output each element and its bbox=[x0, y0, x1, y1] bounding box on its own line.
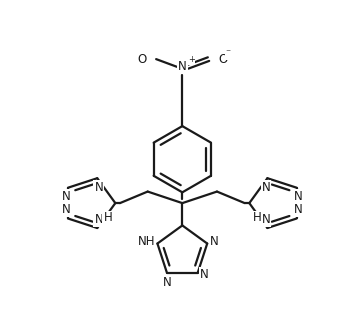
Text: ⁻: ⁻ bbox=[225, 49, 230, 59]
Text: O: O bbox=[137, 53, 146, 66]
Text: N: N bbox=[94, 213, 103, 226]
Text: N: N bbox=[62, 190, 71, 203]
Text: H: H bbox=[103, 212, 112, 224]
Text: N: N bbox=[62, 203, 71, 216]
Text: +: + bbox=[188, 55, 195, 64]
Text: N: N bbox=[262, 213, 270, 226]
Text: N: N bbox=[294, 203, 302, 216]
Text: N: N bbox=[163, 276, 171, 289]
Text: N: N bbox=[178, 60, 187, 73]
Text: O: O bbox=[219, 53, 228, 66]
Text: N: N bbox=[262, 181, 270, 193]
Text: N: N bbox=[94, 181, 103, 193]
Text: NH: NH bbox=[138, 235, 155, 249]
Text: N: N bbox=[200, 268, 209, 281]
Text: N: N bbox=[294, 190, 302, 203]
Text: N: N bbox=[209, 235, 218, 249]
Text: H: H bbox=[252, 212, 261, 224]
